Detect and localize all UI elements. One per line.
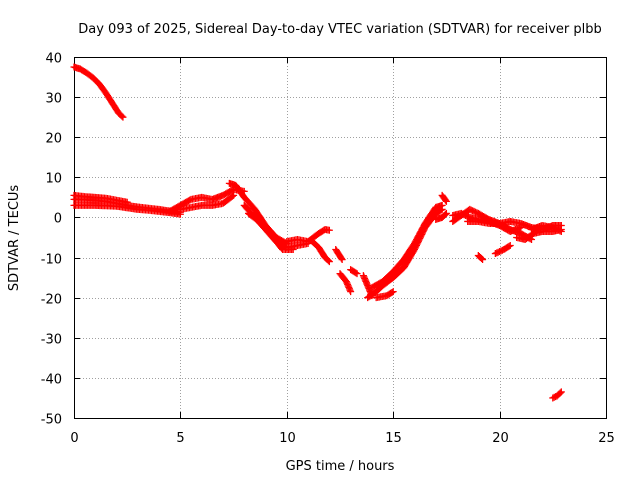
y-tick-label: 40 xyxy=(45,52,62,67)
data-point-marker xyxy=(347,288,355,296)
data-point-marker xyxy=(230,191,238,199)
data-point-marker xyxy=(228,192,236,200)
data-point-marker xyxy=(506,242,514,250)
data-point-marker xyxy=(441,210,449,218)
y-tick-label: -40 xyxy=(41,373,62,388)
data-point-marker xyxy=(388,288,396,296)
y-tick-label: 0 xyxy=(54,212,62,227)
x-tick-label: 15 xyxy=(385,431,402,446)
data-point-marker xyxy=(478,255,486,263)
data-point-marker xyxy=(119,113,127,121)
data-point-marker xyxy=(118,112,126,120)
x-tick-label: 0 xyxy=(70,431,78,446)
data-point-marker xyxy=(442,197,450,205)
chart-title: Day 093 of 2025, Sidereal Day-to-day VTE… xyxy=(78,22,602,37)
data-point-marker xyxy=(557,227,565,235)
data-point-marker xyxy=(556,227,564,235)
data-point-marker xyxy=(123,198,131,206)
x-tick-label: 25 xyxy=(598,431,615,446)
data-point-marker xyxy=(325,258,333,266)
data-point-marker xyxy=(352,269,360,277)
data-point-marker xyxy=(556,389,564,397)
data-point-marker xyxy=(353,270,361,278)
y-tick-label: -50 xyxy=(41,413,62,428)
data-point-marker xyxy=(438,201,446,209)
data-point-marker xyxy=(442,209,450,217)
data-point-marker xyxy=(479,256,487,264)
data-point-marker xyxy=(289,246,297,254)
data-point-marker xyxy=(442,196,450,204)
plot-frame xyxy=(74,57,607,419)
y-tick-label: -20 xyxy=(41,293,62,308)
data-point-marker xyxy=(324,257,332,265)
x-tick-label: 20 xyxy=(492,431,509,446)
y-tick-label: 30 xyxy=(45,92,62,107)
grid-lines xyxy=(74,57,606,418)
data-point-marker xyxy=(505,242,513,250)
y-tick-label: -10 xyxy=(41,253,62,268)
x-axis-title: GPS time / hours xyxy=(286,459,395,474)
y-tick-label: 10 xyxy=(45,172,62,187)
data-point-marker xyxy=(325,226,333,234)
axis-ticks: 0 5 10 15 20 25 -50 -40 -30 -20 -10 0 10 20 30 40 xyxy=(41,52,615,447)
data-point-marker xyxy=(337,254,345,262)
x-tick-label: 10 xyxy=(279,431,296,446)
data-point-marker xyxy=(389,288,397,296)
y-tick-label: -30 xyxy=(41,333,62,348)
data-point-marker xyxy=(338,256,346,264)
y-axis-title: SDTVAR / TECUs xyxy=(7,185,22,292)
y-tick-label: 20 xyxy=(45,132,62,147)
data-marks xyxy=(70,63,565,402)
data-point-marker xyxy=(557,388,565,396)
x-tick-label: 5 xyxy=(176,431,184,446)
